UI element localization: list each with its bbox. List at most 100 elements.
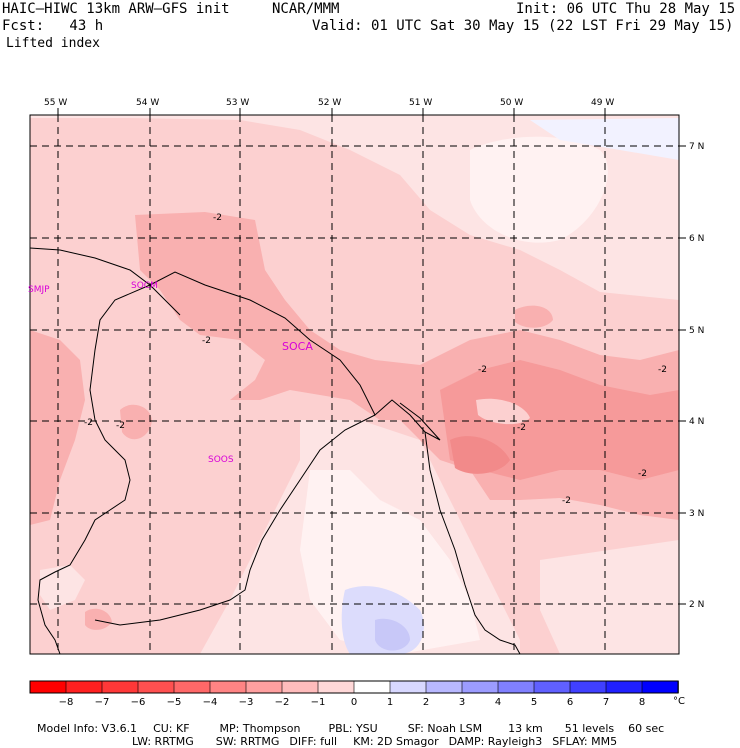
colorbar-tick-label: −5 bbox=[167, 697, 182, 708]
org-label: NCAR/MMM bbox=[272, 1, 340, 17]
lat-labels: 7 N 6 N 5 N 4 N 3 N 2 N bbox=[689, 142, 704, 610]
colorbar-tick-label: −3 bbox=[239, 697, 254, 708]
field-light-se bbox=[540, 540, 679, 654]
lon-label: 50 W bbox=[500, 98, 523, 108]
lw-scheme: LW: RRTMG bbox=[132, 735, 194, 748]
damp-scheme: DAMP: Rayleigh3 bbox=[448, 735, 543, 748]
lon-label: 55 W bbox=[44, 98, 67, 108]
colorbar-cell bbox=[29, 680, 67, 694]
colorbar-tick-label: 8 bbox=[639, 697, 645, 708]
colorbar-cell bbox=[425, 680, 463, 694]
station-label-socm: SOCM bbox=[131, 281, 158, 291]
lat-label: 4 N bbox=[689, 417, 704, 427]
field-medium-cell bbox=[120, 404, 152, 440]
field-positive-core bbox=[375, 618, 410, 651]
colorbar-cell bbox=[173, 680, 211, 694]
lat-label: 6 N bbox=[689, 234, 704, 244]
colorbar-tick-label: 7 bbox=[603, 697, 609, 708]
field-name: Lifted index bbox=[6, 36, 100, 51]
lon-ticks bbox=[57, 108, 606, 115]
contour-label: -2 bbox=[517, 423, 526, 433]
lon-labels: 55 W 54 W 53 W 52 W 51 W 50 W 49 W bbox=[44, 98, 614, 108]
colorbar-tick-label: 0 bbox=[351, 697, 357, 708]
coastline bbox=[29, 247, 521, 655]
colorbar-cell bbox=[461, 680, 499, 694]
lat-label: 7 N bbox=[689, 142, 704, 152]
lat-label: 5 N bbox=[689, 326, 704, 336]
sw-scheme: SW: RRTMG bbox=[215, 735, 280, 748]
model-title: HAIC–HIWC 13km ARW–GFS init bbox=[2, 1, 230, 17]
field-near-zero-north bbox=[470, 136, 608, 243]
station-label-smjp: SMJP bbox=[28, 285, 50, 295]
sflay-scheme: SFLAY: MM5 bbox=[552, 735, 618, 748]
colorbar: −8 −7 −6 −5 −4 −3 −2 −1 0 1 2 3 4 5 6 7 8 °C bbox=[29, 680, 685, 708]
lat-label: 3 N bbox=[689, 509, 704, 519]
field-darkest-core bbox=[450, 436, 510, 474]
colorbar-cell bbox=[641, 680, 679, 694]
colorbar-cell bbox=[101, 680, 139, 694]
lon-label: 52 W bbox=[318, 98, 341, 108]
model-info: Model Info: V3.6.1 bbox=[37, 722, 138, 735]
station-labels: SMJP SOCM SOCA SOOS bbox=[28, 281, 313, 465]
colorbar-labels: −8 −7 −6 −5 −4 −3 −2 −1 0 1 2 3 4 5 6 7 8 bbox=[59, 697, 646, 708]
lifted-index-field bbox=[30, 115, 679, 654]
colorbar-cell bbox=[353, 680, 391, 694]
station-label-soca: SOCA bbox=[282, 340, 313, 353]
colorbar-tick-label: 3 bbox=[459, 697, 465, 708]
colorbar-cell bbox=[605, 680, 643, 694]
cu-scheme: CU: KF bbox=[153, 722, 190, 735]
levels: 51 levels bbox=[564, 722, 615, 735]
field-small-cell bbox=[515, 305, 553, 328]
field-medium-sw bbox=[85, 608, 112, 630]
colorbar-cell bbox=[281, 680, 319, 694]
contour-label: -2 bbox=[562, 496, 571, 506]
contour-label: -2 bbox=[202, 336, 211, 346]
footer-line-2: LW: RRTMG SW: RRTMG DIFF: full KM: 2D Smago… bbox=[125, 724, 617, 748]
colorbar-cell bbox=[497, 680, 535, 694]
colorbar-tick-label: −4 bbox=[203, 697, 218, 708]
colorbar-tick-label: 2 bbox=[423, 697, 429, 708]
km-scheme: KM: 2D Smagor bbox=[353, 735, 439, 748]
colorbar-cell bbox=[389, 680, 427, 694]
lon-label: 54 W bbox=[136, 98, 159, 108]
colorbar-tick-label: −6 bbox=[131, 697, 146, 708]
colorbar-tick-label: 5 bbox=[531, 697, 537, 708]
pbl-scheme: PBL: YSU bbox=[328, 722, 378, 735]
lon-label: 51 W bbox=[409, 98, 432, 108]
valid-time: Valid: 01 UTC Sat 30 May 15 (22 LST Fri … bbox=[312, 18, 734, 34]
colorbar-tick-label: 6 bbox=[567, 697, 573, 708]
contour-label: -2 bbox=[213, 213, 222, 223]
graticule bbox=[30, 115, 679, 654]
colorbar-cell bbox=[137, 680, 175, 694]
colorbar-cell bbox=[533, 680, 571, 694]
colorbar-cell bbox=[65, 680, 103, 694]
colorbar-cells bbox=[29, 680, 679, 694]
colorbar-tick-label: 1 bbox=[387, 697, 393, 708]
field-light-sw bbox=[40, 565, 85, 610]
colorbar-tick-label: −1 bbox=[311, 697, 326, 708]
lat-ticks bbox=[679, 145, 686, 605]
colorbar-cell bbox=[317, 680, 355, 694]
colorbar-cell bbox=[209, 680, 247, 694]
colorbar-tick-label: −8 bbox=[59, 697, 74, 708]
contour-label: -2 bbox=[658, 365, 667, 375]
mp-scheme: MP: Thompson bbox=[219, 722, 301, 735]
contour-label: -2 bbox=[84, 418, 93, 428]
sf-scheme: SF: Noah LSM bbox=[407, 722, 483, 735]
diff-scheme: DIFF: full bbox=[289, 735, 338, 748]
field-pocket bbox=[476, 398, 530, 425]
map-frame bbox=[29, 114, 680, 655]
colorbar-frame bbox=[29, 680, 679, 694]
lat-label: 2 N bbox=[689, 600, 704, 610]
init-time: Init: 06 UTC Thu 28 May 15 bbox=[516, 1, 736, 17]
colorbar-cell bbox=[569, 680, 607, 694]
resolution: 13 km bbox=[508, 722, 543, 735]
contour-label: -2 bbox=[638, 469, 647, 479]
footer-line-1: Model Info: V3.6.1 CU: KF MP: Thompson PBL:… bbox=[30, 711, 664, 735]
colorbar-tick-label: 4 bbox=[495, 697, 501, 708]
contour-label: -2 bbox=[478, 365, 487, 375]
contour-label: -2 bbox=[116, 421, 125, 431]
colorbar-tick-label: −2 bbox=[275, 697, 290, 708]
timestep: 60 sec bbox=[628, 722, 665, 735]
